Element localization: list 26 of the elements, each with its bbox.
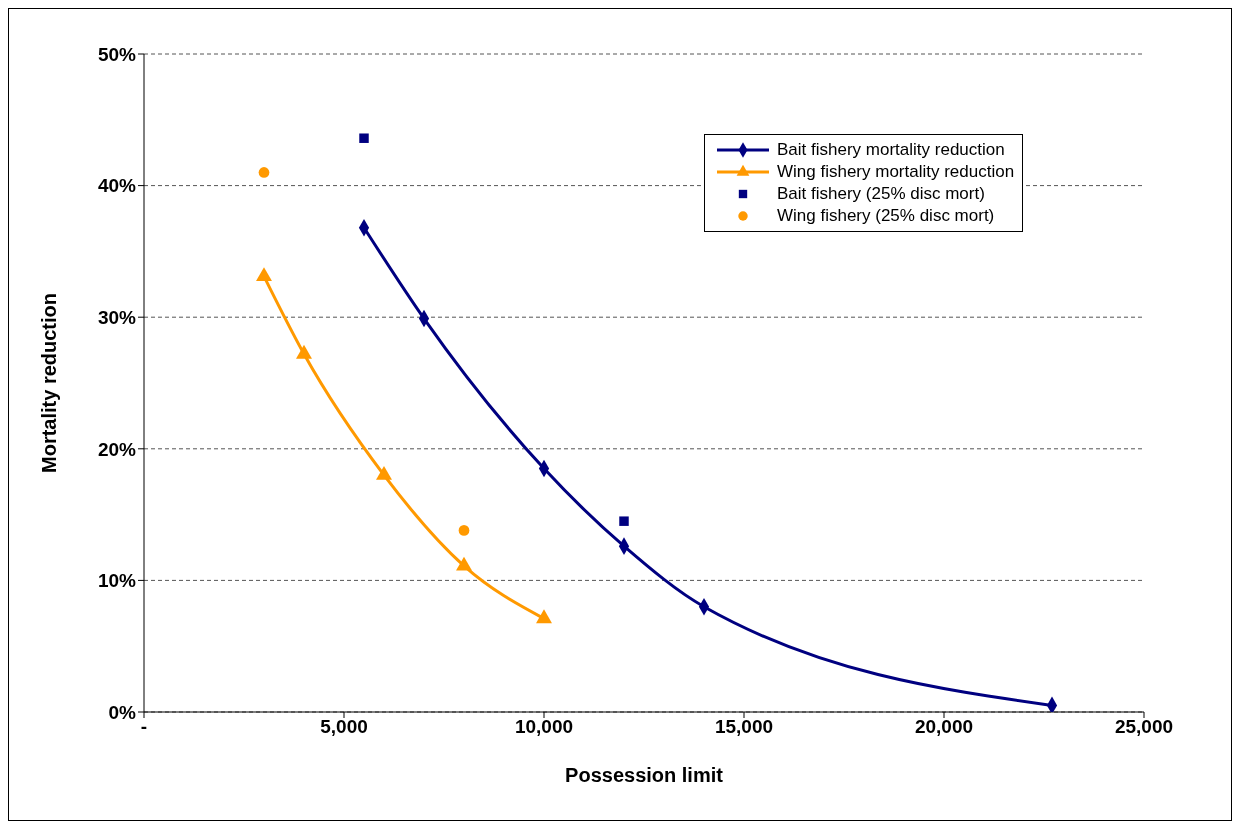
x-tick-label: 15,000 <box>714 716 774 738</box>
point <box>258 167 270 178</box>
x-tick-label: 20,000 <box>914 716 974 738</box>
legend-label: Wing fishery mortality reduction <box>777 161 1015 183</box>
legend-label: Bait fishery (25% disc mort) <box>777 183 985 205</box>
y-tick-label: 30% <box>97 306 137 328</box>
y-axis-title: Mortality reduction <box>38 292 61 474</box>
y-tick-label: 10% <box>97 570 137 592</box>
y-tick-label: 50% <box>97 43 137 65</box>
point <box>458 525 470 536</box>
point <box>456 556 472 571</box>
x-tick-label: 10,000 <box>514 716 574 738</box>
y-tick-label: 40% <box>97 175 137 197</box>
point <box>359 133 369 143</box>
y-tick-label: 0% <box>108 701 137 723</box>
y-tick-label: 20% <box>97 438 137 460</box>
point <box>1046 696 1058 712</box>
legend-label: Bait fishery mortality reduction <box>777 139 1005 161</box>
point <box>376 465 392 480</box>
x-axis-title: Possession limit <box>565 764 724 786</box>
legend-label: Wing fishery (25% disc mort) <box>777 205 995 227</box>
x-tick-label: - <box>140 716 148 738</box>
x-tick-label: 25,000 <box>1114 716 1174 738</box>
x-tick-label: 5,000 <box>320 716 368 738</box>
point <box>536 609 552 624</box>
point <box>619 516 629 526</box>
